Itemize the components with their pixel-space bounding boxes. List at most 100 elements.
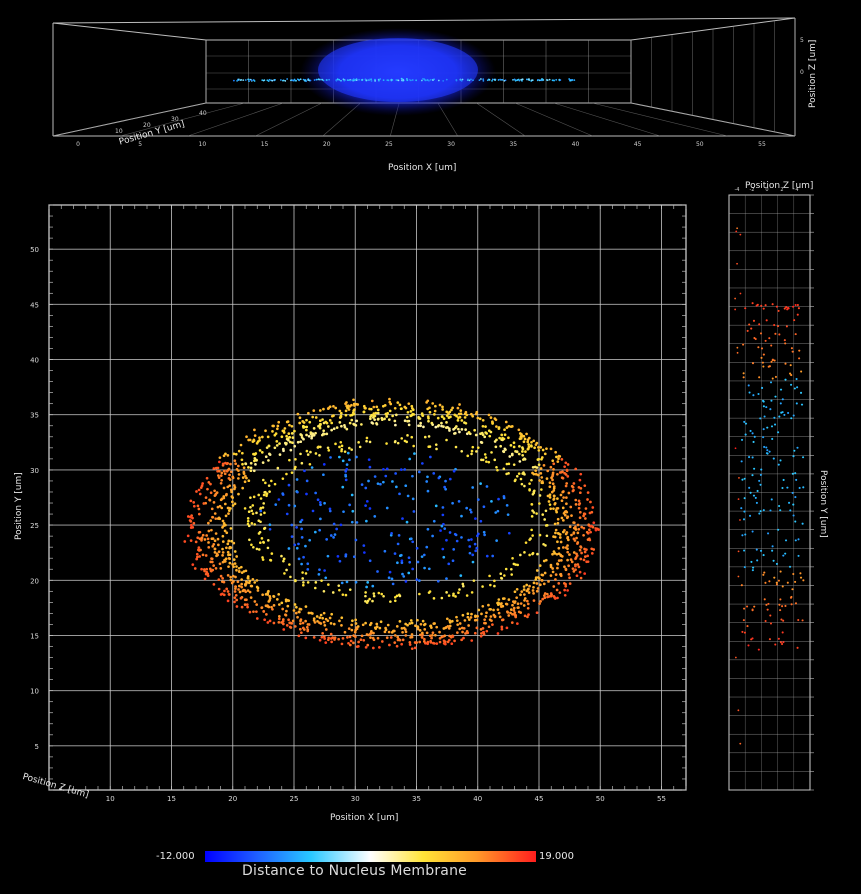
cell-membrane-point <box>517 452 521 456</box>
top-depth-tick-label: 20 <box>143 122 151 129</box>
side-point <box>752 394 755 397</box>
cell-membrane-point <box>560 499 564 503</box>
nuclear-boundary-point <box>261 478 265 482</box>
cell-membrane-point <box>240 578 243 581</box>
nucleus-interior-point <box>399 468 403 471</box>
side-point <box>789 509 792 512</box>
nucleus-interior-point <box>506 513 510 517</box>
cell-membrane-point <box>456 419 460 422</box>
nuclear-boundary-point <box>318 454 321 457</box>
cell-membrane-point <box>353 630 357 634</box>
cell-membrane-point <box>441 405 444 409</box>
cell-membrane-point <box>526 615 529 619</box>
cell-membrane-point <box>319 622 323 625</box>
cell-membrane-point <box>346 636 349 639</box>
cell-membrane-point <box>410 633 414 636</box>
cell-membrane-point <box>523 437 527 441</box>
cell-membrane-point <box>531 465 535 469</box>
side-point <box>756 303 759 306</box>
nuclear-boundary-point <box>308 462 312 466</box>
cell-membrane-point <box>484 615 488 618</box>
cell-membrane-point <box>565 482 569 485</box>
spot-point <box>316 78 318 81</box>
side-point <box>764 339 767 342</box>
nuclear-boundary-point <box>252 495 256 499</box>
nuclear-boundary-point <box>395 594 399 598</box>
y-tick-label: 10 <box>30 688 39 696</box>
cell-membrane-point <box>393 406 397 410</box>
side-point <box>751 432 754 435</box>
cell-membrane-point <box>551 552 554 556</box>
side-point <box>757 346 760 349</box>
cell-membrane-point <box>278 453 282 456</box>
cell-membrane-point <box>579 546 583 549</box>
cell-membrane-point <box>329 632 333 636</box>
cell-membrane-point <box>496 632 500 635</box>
cell-membrane-point <box>428 634 432 638</box>
cell-membrane-point <box>426 399 430 403</box>
cell-membrane-point <box>221 576 224 580</box>
cell-membrane-point <box>285 624 289 627</box>
nuclear-boundary-point <box>531 509 534 512</box>
cell-membrane-point <box>372 405 376 409</box>
cell-membrane-point <box>225 492 228 496</box>
side-point <box>758 376 761 379</box>
nuclear-boundary-point <box>259 507 262 511</box>
cell-membrane-point <box>271 607 274 611</box>
cell-membrane-point <box>563 588 566 592</box>
cell-membrane-point <box>217 469 221 473</box>
nuclear-boundary-point <box>528 489 531 492</box>
cell-membrane-point <box>583 572 587 575</box>
nuclear-boundary-point <box>273 482 277 486</box>
cell-membrane-point <box>332 427 336 431</box>
cell-membrane-point <box>263 618 266 622</box>
side-point <box>770 498 773 501</box>
cell-membrane-point <box>212 564 216 567</box>
nucleus-interior-point <box>400 559 404 563</box>
cell-membrane-point <box>433 622 436 625</box>
nucleus-interior-point <box>400 561 404 565</box>
side-point <box>755 548 758 551</box>
nucleus-interior-point <box>431 534 434 538</box>
side-point <box>802 579 805 582</box>
cell-membrane-point <box>388 397 391 401</box>
cell-membrane-point <box>555 507 559 510</box>
cell-membrane-point <box>427 416 430 420</box>
nuclear-boundary-point <box>396 441 400 445</box>
cell-membrane-point <box>189 526 193 529</box>
cell-membrane-point <box>224 523 227 527</box>
nucleus-interior-point <box>322 473 325 477</box>
nuclear-boundary-point <box>368 597 371 601</box>
cell-membrane-point <box>527 447 530 451</box>
cell-membrane-point <box>370 421 374 425</box>
side-point <box>775 583 778 586</box>
side-point <box>788 501 791 504</box>
cell-membrane-point <box>300 631 303 635</box>
cell-membrane-point <box>316 619 319 623</box>
cell-membrane-point <box>523 597 527 600</box>
nucleus-interior-point <box>444 487 447 491</box>
nuclear-boundary-point <box>517 472 521 475</box>
cell-membrane-point <box>408 643 412 646</box>
cell-membrane-point <box>552 489 556 492</box>
nuclear-boundary-point <box>428 445 432 448</box>
side-point <box>790 347 793 350</box>
cell-membrane-point <box>555 510 559 514</box>
side-point <box>780 618 783 621</box>
spot-point <box>513 78 516 81</box>
spot-point <box>349 79 352 82</box>
cell-membrane-point <box>200 484 204 488</box>
cell-membrane-point <box>540 457 543 461</box>
cell-membrane-point <box>494 445 498 449</box>
cell-membrane-point <box>253 600 257 603</box>
cell-membrane-point <box>284 613 287 617</box>
cell-membrane-point <box>207 529 211 533</box>
spot-point <box>282 79 284 82</box>
nuclear-boundary-point <box>246 522 250 526</box>
nucleus-interior-point <box>367 458 371 462</box>
cell-membrane-point <box>393 634 397 637</box>
cell-membrane-point <box>354 618 358 622</box>
nucleus-interior-point <box>345 467 349 471</box>
side-point <box>790 383 793 386</box>
side-point <box>777 431 780 434</box>
